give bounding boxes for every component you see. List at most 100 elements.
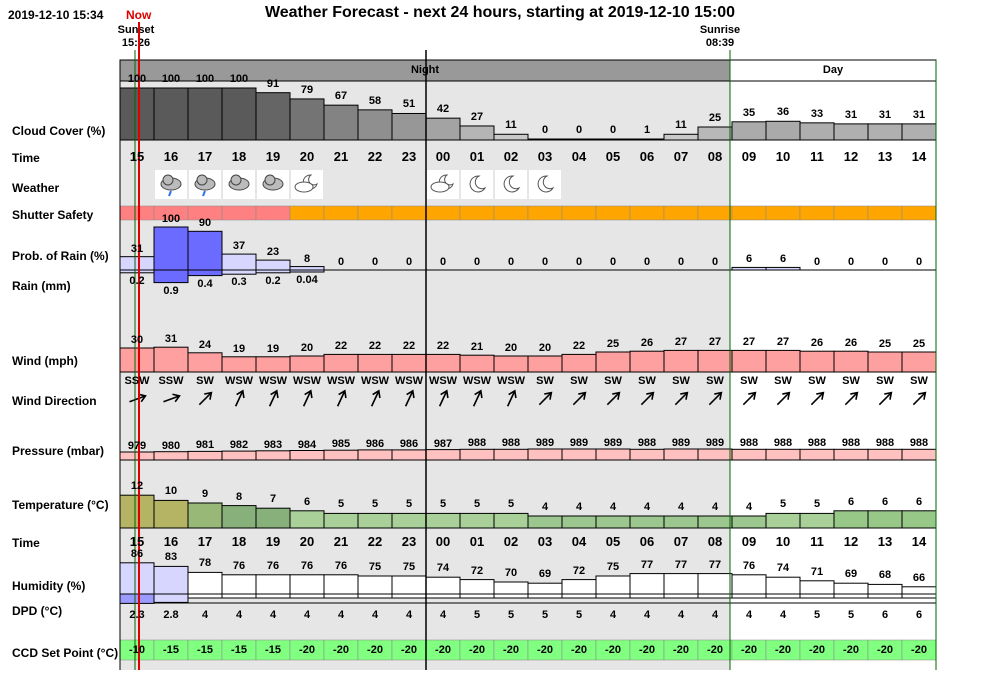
dpd-bar — [765, 593, 801, 599]
wind-arrow-icon — [336, 389, 347, 407]
arrow-head — [204, 391, 213, 400]
arrow-shaft — [198, 392, 212, 406]
humidity-bar — [697, 573, 733, 595]
humidity-bar — [595, 575, 631, 595]
ccd-cell — [323, 639, 359, 661]
humidity-bar — [527, 582, 563, 595]
dpd-bar — [459, 593, 495, 599]
pressure-bar — [289, 450, 325, 461]
row-label-temperature: Temperature (°C) — [12, 498, 109, 512]
rain-amount-bar — [289, 269, 325, 273]
row-label-ccd: CCD Set Point (°C) — [12, 646, 119, 660]
dpd-bar — [561, 593, 597, 599]
ccd-cell — [629, 639, 665, 661]
wind-arrow-icon — [708, 391, 723, 406]
ccd-cell — [527, 639, 563, 661]
wind-arrow-icon — [810, 391, 825, 406]
humidity-bar — [629, 573, 665, 595]
pressure-bar — [255, 450, 291, 461]
page-title: Weather Forecast - next 24 hours, starti… — [264, 4, 736, 21]
ccd-cell — [595, 639, 631, 661]
pressure-bar — [493, 448, 529, 461]
shutter-cell — [663, 205, 699, 221]
arrow-head — [816, 391, 825, 400]
ccd-cell — [153, 639, 189, 661]
cloud-bar — [595, 138, 631, 141]
pressure-bar — [901, 448, 937, 461]
wind-arrow-icon — [742, 391, 757, 406]
dpd-bar — [901, 593, 937, 599]
humidity-bar — [289, 574, 325, 595]
dpd-bar — [493, 593, 529, 599]
temperature-bar — [289, 510, 325, 529]
row-label-shutter: Shutter Safety — [12, 208, 94, 222]
wind-bar — [255, 356, 291, 373]
humidity-bar — [323, 574, 359, 595]
arrow-head — [508, 389, 517, 399]
weather-icon — [537, 175, 555, 193]
dpd-bar — [595, 593, 631, 599]
cloud-bar — [731, 121, 767, 141]
arrow-head — [714, 391, 723, 400]
humidity-bar — [867, 583, 903, 595]
dpd-bar — [187, 593, 223, 599]
temperature-bar — [867, 510, 903, 529]
humidity-bar — [425, 576, 461, 595]
dpd-bar — [629, 593, 665, 599]
row-label-humidity: Humidity (%) — [12, 579, 86, 593]
moon-icon — [430, 174, 454, 193]
arrow-shaft — [438, 391, 448, 407]
dpd-bar — [391, 593, 427, 599]
shutter-cell — [357, 205, 393, 221]
cloud-bar — [561, 138, 597, 141]
temperature-bar — [221, 505, 257, 529]
dpd-bar — [255, 593, 291, 599]
arrow-head — [850, 391, 859, 400]
shutter-cell — [493, 205, 529, 221]
shutter-cell — [833, 205, 869, 221]
humidity-bar — [255, 574, 291, 595]
temperature-bar — [765, 512, 801, 529]
wind-bar — [187, 352, 223, 373]
shutter-cell — [799, 205, 835, 221]
arrow-shaft — [302, 391, 312, 407]
pressure-bar — [391, 449, 427, 461]
shutter-cell — [323, 205, 359, 221]
cloud-shape — [162, 174, 174, 186]
wind-arrow-icon — [268, 389, 279, 407]
forecast-datetime: 2019-12-10 15:34 — [8, 8, 104, 22]
wind-arrow-icon — [234, 389, 245, 407]
arrow-head — [474, 389, 483, 399]
dpd-bar — [357, 593, 393, 599]
arrow-shaft — [776, 392, 790, 406]
arrow-shaft — [674, 392, 688, 406]
sunset-label: Sunset — [117, 24, 155, 36]
ccd-cell — [255, 639, 291, 661]
cloud-bar — [255, 92, 291, 141]
temperature-bar — [459, 512, 495, 529]
humidity-bar — [765, 576, 801, 595]
row-label-time-2: Time — [12, 536, 40, 550]
dpd-bar — [867, 593, 903, 599]
shutter-cell — [289, 205, 325, 221]
temperature-bar — [629, 515, 665, 529]
temperature-bar — [527, 515, 563, 529]
ccd-cell — [765, 639, 801, 661]
pressure-bar — [119, 451, 155, 461]
cloud-bar — [799, 122, 835, 141]
arrow-shaft — [163, 395, 179, 403]
sunrise-label: Sunrise — [699, 24, 741, 36]
rain-amount-bar — [221, 269, 257, 275]
cloud-bar — [289, 98, 325, 141]
arrow-shaft — [708, 392, 722, 406]
cloud-bar — [459, 125, 495, 141]
humidity-bar — [833, 582, 869, 595]
arrow-shaft — [506, 391, 516, 407]
arrow-head — [884, 391, 893, 400]
rain-cloud-icon — [160, 174, 182, 197]
ccd-cell — [357, 639, 393, 661]
weather-cell — [461, 170, 493, 199]
pressure-bar — [561, 448, 597, 461]
arrow-shaft — [370, 391, 380, 407]
pressure-bar — [595, 448, 631, 461]
